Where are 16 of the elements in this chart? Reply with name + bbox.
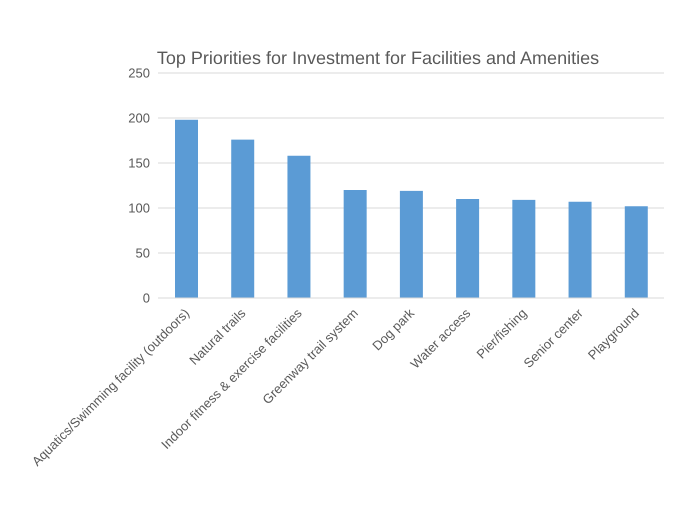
bar <box>400 190 423 298</box>
bar <box>344 190 367 298</box>
bar <box>456 199 480 298</box>
chart-title: Top Priorities for Investment for Facilities and Amenities <box>156 48 600 68</box>
y-tick-label: 0 <box>142 290 150 306</box>
y-tick-label: 100 <box>128 200 150 216</box>
y-tick-label: 250 <box>128 66 150 81</box>
bar <box>512 200 536 298</box>
y-tick-label: 200 <box>128 110 150 126</box>
bar <box>624 206 648 298</box>
bar <box>287 156 310 298</box>
bar <box>175 120 198 298</box>
bar <box>231 140 254 298</box>
y-tick-label: 150 <box>128 156 150 171</box>
y-tick-label: 50 <box>136 246 150 261</box>
bar <box>568 202 592 298</box>
